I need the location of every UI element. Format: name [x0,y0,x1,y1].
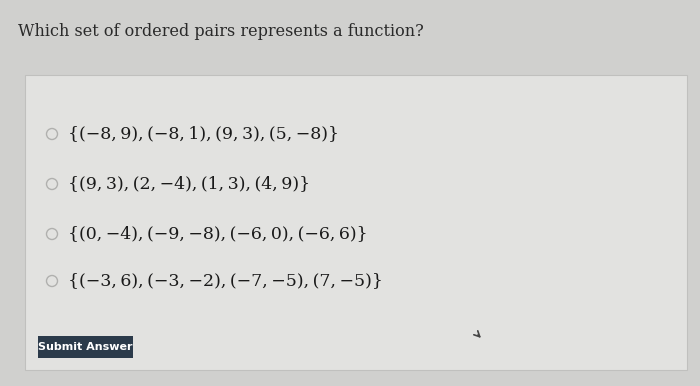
Text: {(−8, 9), (−8, 1), (9, 3), (5, −8)}: {(−8, 9), (−8, 1), (9, 3), (5, −8)} [68,125,339,142]
Text: Submit Answer: Submit Answer [38,342,133,352]
FancyBboxPatch shape [38,336,133,358]
Text: Which set of ordered pairs represents a function?: Which set of ordered pairs represents a … [18,23,423,40]
Circle shape [46,129,57,139]
Text: {(9, 3), (2, −4), (1, 3), (4, 9)}: {(9, 3), (2, −4), (1, 3), (4, 9)} [68,176,310,193]
Circle shape [46,229,57,239]
Text: {(−3, 6), (−3, −2), (−7, −5), (7, −5)}: {(−3, 6), (−3, −2), (−7, −5), (7, −5)} [68,273,383,290]
Text: {(0, −4), (−9, −8), (−6, 0), (−6, 6)}: {(0, −4), (−9, −8), (−6, 0), (−6, 6)} [68,225,368,242]
Circle shape [46,276,57,286]
Circle shape [46,178,57,190]
FancyBboxPatch shape [25,75,687,370]
